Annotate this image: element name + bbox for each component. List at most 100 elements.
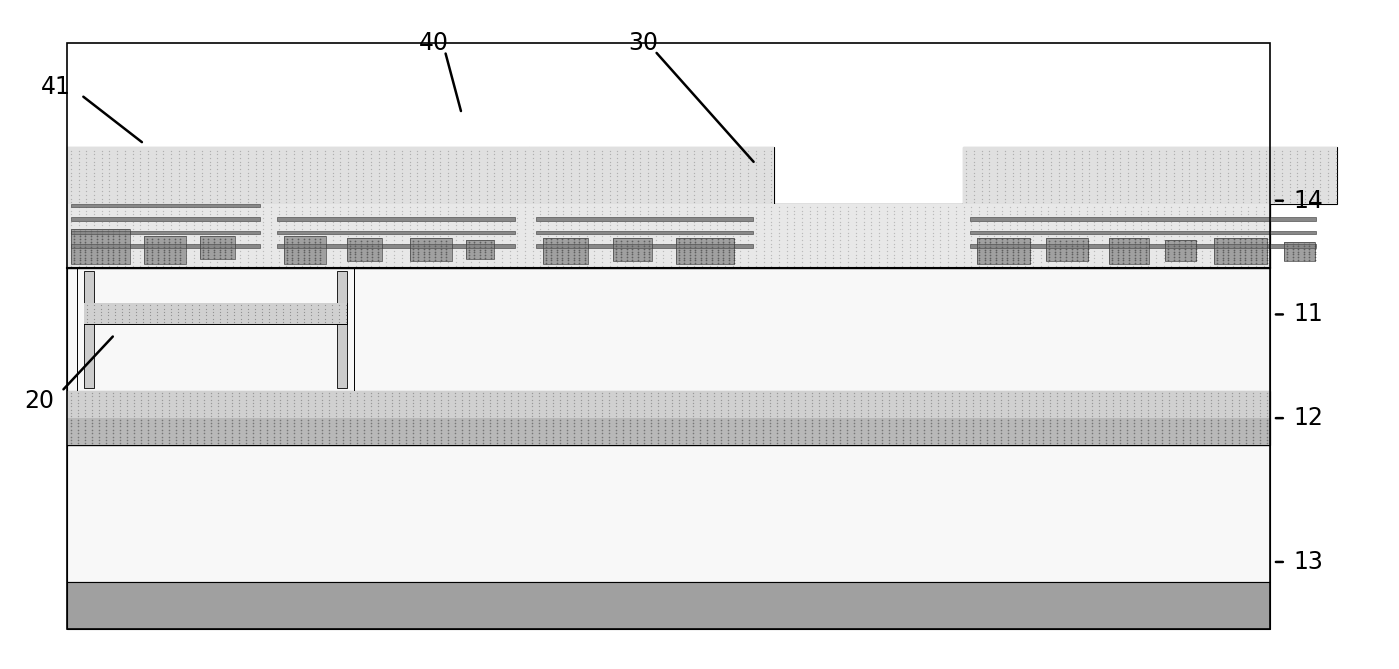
Point [229, 250, 252, 260]
Point [143, 435, 165, 446]
Point [961, 387, 983, 398]
Point [1144, 238, 1167, 249]
Point [706, 213, 729, 223]
Point [467, 149, 490, 160]
Point [1108, 397, 1130, 408]
Point [513, 197, 536, 207]
Point [76, 157, 98, 167]
Point [231, 300, 253, 310]
Point [562, 233, 585, 244]
Point [1248, 438, 1270, 448]
Point [141, 258, 164, 268]
Point [660, 394, 683, 405]
Point [961, 394, 983, 405]
Point [283, 182, 305, 193]
Point [506, 242, 529, 253]
Point [799, 238, 821, 249]
Point [248, 435, 270, 446]
Point [568, 220, 590, 231]
Point [1213, 435, 1235, 446]
Point [1017, 175, 1039, 185]
Point [744, 397, 767, 408]
Point [436, 431, 459, 442]
Point [506, 397, 529, 408]
Point [1073, 431, 1095, 442]
Point [429, 238, 452, 249]
Point [912, 387, 935, 398]
Point [83, 167, 105, 178]
Point [821, 253, 844, 264]
Point [406, 197, 428, 207]
Point [429, 252, 452, 262]
Point [137, 153, 159, 163]
Point [793, 407, 816, 419]
Point [480, 242, 502, 252]
Point [168, 209, 190, 219]
Point [168, 303, 190, 314]
Point [611, 387, 634, 398]
Point [716, 397, 739, 408]
Point [914, 220, 936, 231]
Point [460, 197, 483, 207]
Point [1316, 153, 1339, 163]
Point [986, 149, 1009, 160]
Point [1037, 235, 1059, 246]
Point [1294, 189, 1316, 200]
Bar [543, 238, 588, 264]
Point [159, 260, 182, 271]
Point [150, 435, 172, 446]
Point [421, 253, 443, 264]
Bar [1214, 238, 1267, 264]
Point [1060, 231, 1083, 242]
Point [105, 313, 127, 324]
Point [667, 253, 690, 264]
Point [676, 209, 698, 219]
Point [544, 160, 567, 171]
Point [190, 231, 213, 242]
Point [421, 209, 443, 219]
Point [1122, 260, 1144, 271]
Point [375, 153, 397, 163]
Point [436, 407, 459, 419]
Point [506, 179, 529, 189]
Point [702, 394, 725, 405]
Point [197, 244, 220, 255]
Point [506, 414, 529, 425]
Point [1107, 255, 1129, 266]
Point [828, 438, 851, 448]
Point [960, 231, 982, 242]
Point [260, 179, 283, 189]
Point [208, 233, 231, 244]
Point [1129, 209, 1151, 219]
Point [698, 201, 720, 212]
Point [506, 171, 529, 182]
Point [590, 153, 613, 163]
Point [676, 257, 698, 268]
Bar [67, 43, 1270, 629]
Point [267, 175, 290, 185]
Point [835, 424, 858, 435]
Point [968, 401, 990, 411]
Point [224, 300, 246, 310]
Point [674, 401, 697, 411]
Point [982, 424, 1004, 435]
Point [1021, 231, 1044, 242]
Point [632, 238, 655, 249]
Point [97, 250, 119, 260]
Point [1060, 205, 1083, 216]
Point [129, 253, 151, 264]
Point [252, 246, 274, 256]
Point [113, 220, 136, 231]
Point [108, 225, 130, 236]
Point [1286, 157, 1308, 167]
Point [1038, 387, 1060, 398]
Point [1270, 149, 1293, 160]
Point [485, 391, 508, 401]
Point [891, 401, 914, 411]
Point [993, 171, 1016, 182]
Point [367, 404, 389, 415]
Point [399, 223, 421, 234]
Point [529, 193, 551, 204]
Point [860, 257, 883, 268]
Point [91, 164, 113, 175]
